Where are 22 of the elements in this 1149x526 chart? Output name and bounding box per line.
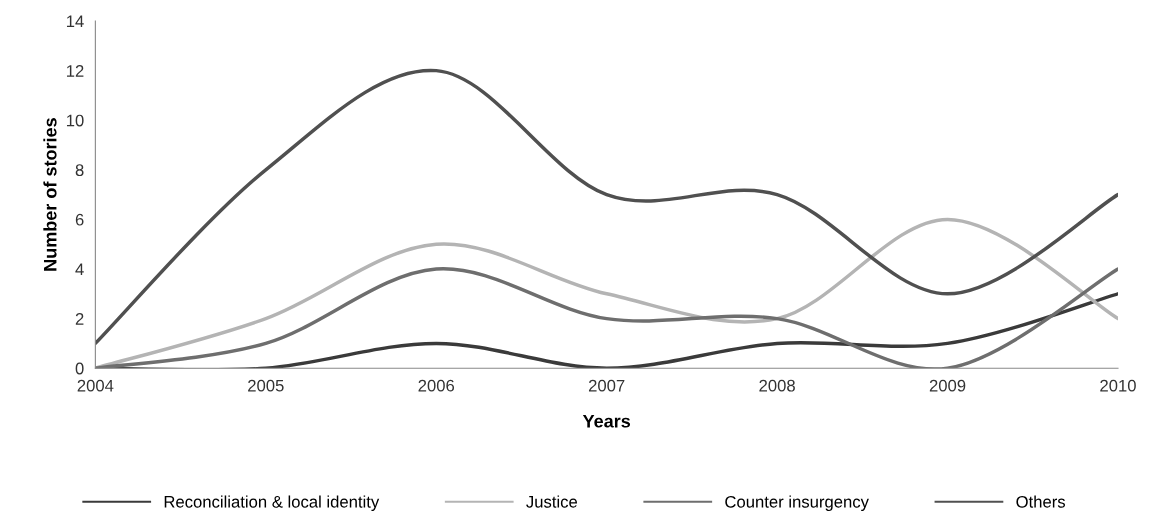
legend-label: Counter insurgency [725, 495, 869, 511]
y-tick-label: 0 [75, 362, 84, 375]
legend-label: Justice [526, 495, 578, 508]
y-tick-label: 6 [75, 213, 84, 226]
x-tick-label: 2009 [929, 379, 966, 392]
line-series [95, 68, 1118, 346]
x-tick-label: 2010 [1100, 379, 1136, 392]
x-tick-label: 2004 [77, 379, 114, 392]
x-tick-label: 2006 [418, 379, 455, 392]
y-tick-label: 10 [66, 114, 84, 127]
y-tick-label: 2 [75, 313, 84, 325]
legend-label: Others [1016, 495, 1066, 508]
x-tick-label: 2005 [248, 379, 284, 392]
y-tick-label: 12 [66, 65, 84, 77]
x-tick-label: 2007 [588, 379, 625, 392]
y-axis-title: Number of stories [43, 118, 57, 271]
y-tick-label: 8 [75, 164, 84, 177]
x-axis-title: Years [582, 414, 631, 428]
legend-label: Reconciliation & local identity [164, 495, 380, 511]
y-tick-label: 4 [75, 263, 84, 276]
y-tick-label: 14 [66, 15, 84, 28]
x-tick-label: 2008 [759, 379, 795, 392]
